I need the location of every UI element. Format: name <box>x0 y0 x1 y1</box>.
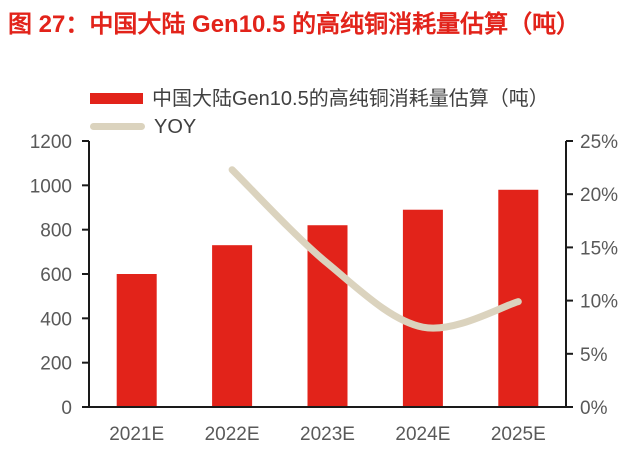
left-axis-tick-label: 1000 <box>30 176 72 197</box>
legend-label-yoy: YOY <box>154 115 197 138</box>
left-axis-tick-label: 0 <box>61 398 72 419</box>
left-axis-tick-label: 400 <box>40 309 72 330</box>
legend-label-consumption: 中国大陆Gen10.5的高纯铜消耗量估算（吨） <box>152 87 549 110</box>
right-axis-tick-label: 15% <box>580 238 618 259</box>
x-axis-label-2021E: 2021E <box>109 424 164 445</box>
page-title: 图 27：中国大陆 Gen10.5 的高纯铜消耗量估算（吨） <box>8 11 581 38</box>
x-axis-label-2024E: 2024E <box>395 424 450 445</box>
right-axis-tick-label: 0% <box>580 398 608 419</box>
x-axis-label-2025E: 2025E <box>491 424 546 445</box>
x-axis-label-2023E: 2023E <box>300 424 355 445</box>
bar-2021E <box>116 274 157 407</box>
left-axis-tick-label: 1200 <box>30 132 72 153</box>
bar-2024E <box>402 209 443 407</box>
left-axis-tick-label: 800 <box>40 221 72 242</box>
bar-2022E <box>212 245 253 407</box>
left-axis-tick-label: 600 <box>40 265 72 286</box>
right-axis-tick-label: 10% <box>580 292 618 313</box>
right-axis-tick-label: 25% <box>580 132 618 153</box>
yoy-line <box>228 166 522 332</box>
legend-item-yoy: YOY <box>90 113 549 140</box>
left-axis-tick-label: 200 <box>40 354 72 375</box>
legend-item-consumption: 中国大陆Gen10.5的高纯铜消耗量估算（吨） <box>90 85 549 112</box>
x-axis-label-2022E: 2022E <box>205 424 260 445</box>
right-axis-tick-label: 5% <box>580 345 608 366</box>
bar-swatch-icon <box>90 93 143 104</box>
line-swatch-icon <box>90 123 145 130</box>
legend: 中国大陆Gen10.5的高纯铜消耗量估算（吨） YOY <box>90 85 549 140</box>
right-axis-tick-label: 20% <box>580 185 618 206</box>
